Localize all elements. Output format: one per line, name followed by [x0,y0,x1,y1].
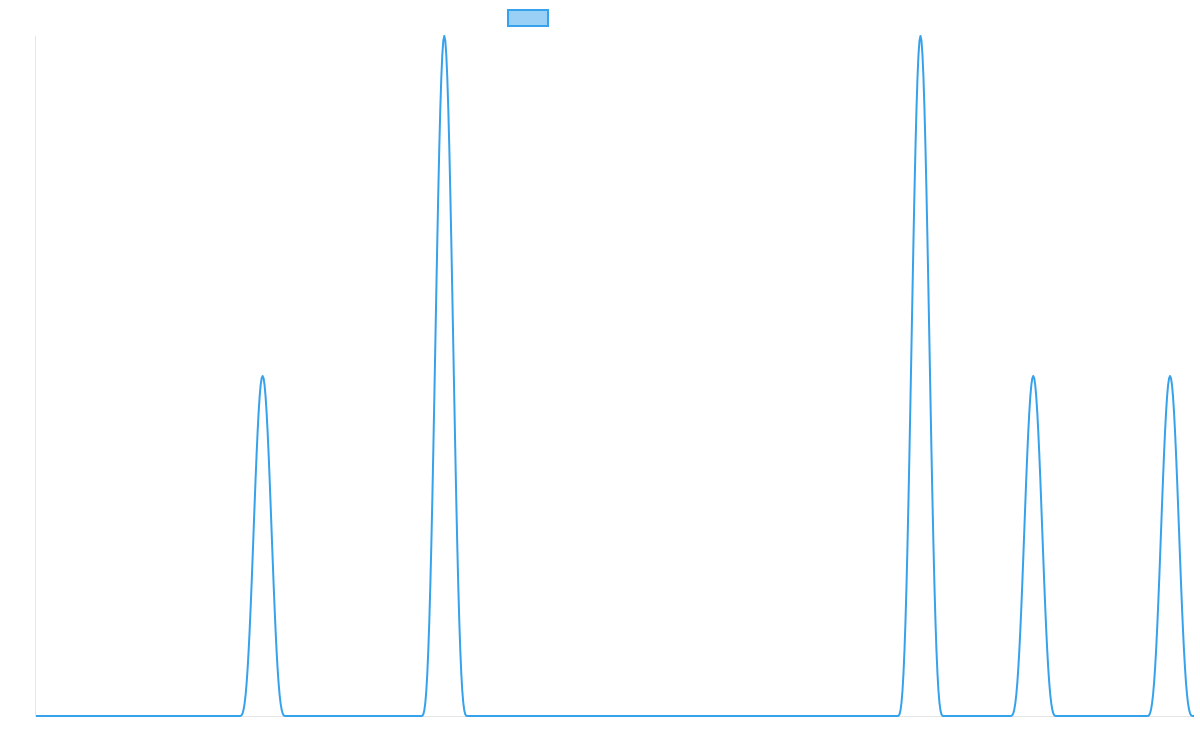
legend-swatch[interactable] [507,9,549,27]
series-layer [36,33,1194,717]
series-line-0[interactable] [36,35,1194,717]
data-point-peak-1[interactable] [441,33,447,39]
data-point-peak-3[interactable] [1030,373,1036,379]
legend[interactable] [507,9,549,27]
data-point-peak-4[interactable] [1167,373,1173,379]
data-point-peak-0[interactable] [260,373,266,379]
data-point-peak-2[interactable] [917,33,923,39]
